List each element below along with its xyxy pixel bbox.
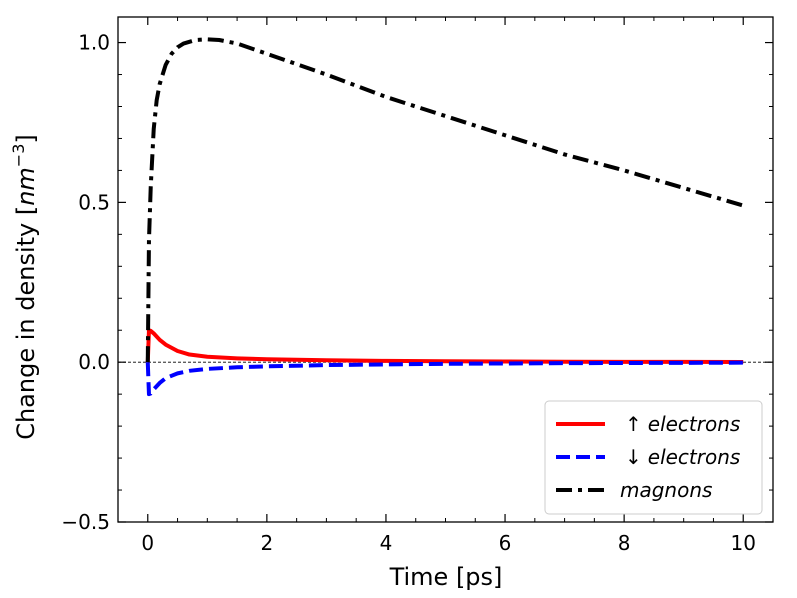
x-tick-label: 2 xyxy=(260,531,273,555)
series-layer xyxy=(145,37,744,397)
x-tick-label: 0 xyxy=(141,531,154,555)
ticks-layer: 0 2 4 6 8 10 −0.5 0.0 0.5 1.0 xyxy=(61,17,774,555)
y-axis-label-exponent: −3 xyxy=(9,144,28,168)
y-axis-label: Change in density [nm−3] xyxy=(9,134,40,440)
legend-arrow-up: ↑ xyxy=(625,412,642,436)
y-axis-label-close: ] xyxy=(12,134,40,143)
x-tick-label: 10 xyxy=(731,531,756,555)
y-tick-label: 1.0 xyxy=(78,31,110,55)
y-axis-label-text: Change in density [ xyxy=(12,206,40,440)
series-line-magnons-2 xyxy=(145,37,744,363)
legend: ↑ electrons ↓ electrons magnons xyxy=(544,400,763,515)
legend-label-up-electrons: electrons xyxy=(648,412,741,436)
series-line-electrons-0 xyxy=(145,328,744,365)
legend-entry-up-electrons: ↑ electrons xyxy=(625,412,740,436)
legend-label-down-electrons: electrons xyxy=(648,445,741,469)
legend-frame xyxy=(544,400,763,515)
y-tick-label: 0.5 xyxy=(78,190,110,214)
x-tick-label: 6 xyxy=(499,531,512,555)
y-axis-label-unit: nm xyxy=(12,167,40,206)
x-tick-label: 8 xyxy=(618,531,631,555)
legend-arrow-down: ↓ xyxy=(625,445,642,469)
x-tick-label: 4 xyxy=(380,531,393,555)
y-tick-label: 0.0 xyxy=(78,350,110,374)
y-tick-label: −0.5 xyxy=(61,510,110,534)
legend-entry-magnons: magnons xyxy=(620,478,712,502)
series-line-electrons-1 xyxy=(145,360,744,397)
x-axis-label: Time [ps] xyxy=(389,563,503,591)
legend-entry-down-electrons: ↓ electrons xyxy=(625,445,740,469)
